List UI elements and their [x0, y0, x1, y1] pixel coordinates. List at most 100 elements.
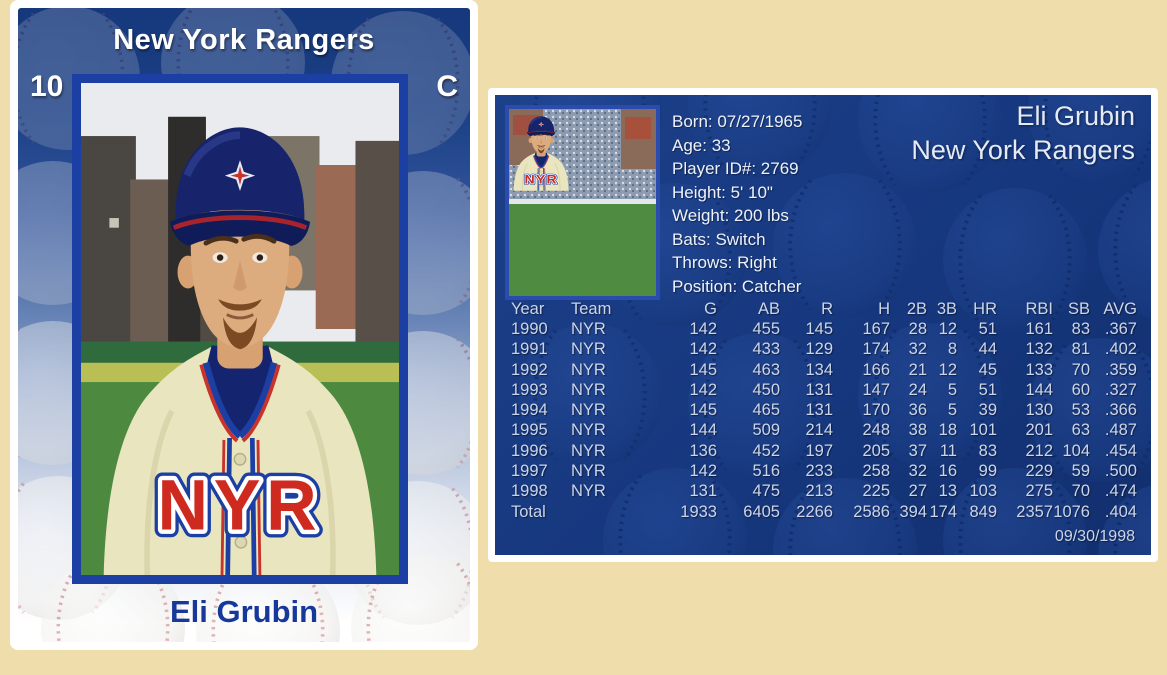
stat-cell: 28: [908, 319, 927, 338]
stat-cell: 12: [938, 319, 957, 338]
stat-cell: 131: [805, 380, 833, 399]
stat-cell: NYR: [571, 380, 606, 399]
stats-row: 1998 NYR 131 475 213 225 27 13 103 275 70 .474: [495, 482, 1151, 502]
player-thumbnail-portrait: [509, 109, 656, 296]
stat-cell: .500: [1104, 462, 1137, 481]
stat-cell: 51: [978, 319, 997, 338]
column-header: RBI: [1025, 299, 1053, 318]
stat-cell: 131: [805, 401, 833, 420]
stat-cell: 59: [1071, 462, 1090, 481]
player-thumbnail: [505, 105, 660, 300]
stats-team-name: New York Rangers: [911, 135, 1135, 165]
column-header: Team: [571, 299, 612, 318]
player-card[interactable]: New York Rangers 10 C: [10, 0, 478, 650]
bio-line: Player ID#: 2769: [672, 159, 799, 178]
stat-cell: .367: [1104, 319, 1137, 338]
bio-info: Born: 07/27/1965 Age: 33 Player ID#: 2769 H…: [672, 110, 802, 298]
stat-cell: 83: [1071, 319, 1090, 338]
stat-cell: 174: [862, 340, 890, 359]
stat-cell: 27: [908, 482, 927, 501]
stat-cell: .487: [1104, 421, 1137, 440]
bio-line: Bats: Switch: [672, 229, 766, 249]
bio-line: Weight: 200 lbs: [672, 206, 789, 225]
stats-table-header: Year Team G AB R H 2B 3B HR RBI SB AVG: [495, 299, 1151, 319]
stat-cell: 213: [805, 482, 833, 501]
stat-cell: 463: [752, 360, 780, 379]
stat-cell: 32: [908, 462, 927, 481]
stat-cell: 201: [1025, 421, 1053, 440]
stat-cell: 131: [689, 482, 717, 501]
stats-table-body: 1990 NYR 142 455 145 167 28 12 51 161 83.367 1991 NY…: [495, 319, 1151, 522]
stat-cell: 44: [978, 340, 997, 359]
stat-cell: 212: [1025, 441, 1053, 460]
stat-cell: 229: [1025, 462, 1053, 481]
stats-row: 1996 NYR 136 452 197 205 37 11 83 212 104 .454: [495, 441, 1151, 461]
stat-cell: 16: [938, 462, 957, 481]
stat-cell: 225: [862, 482, 890, 501]
stat-cell: 167: [862, 319, 890, 338]
stats-row: 1994 NYR 145 465 131 170 36 5 39 130 53 .366: [495, 400, 1151, 420]
stat-cell: 8: [947, 340, 957, 359]
stat-cell: 21: [908, 360, 927, 379]
stat-cell: .404: [1104, 502, 1137, 521]
stats-row: 1993 NYR 142 450 131 147 24 5 51 144 60 .327: [495, 380, 1151, 400]
stat-cell: 142: [689, 340, 717, 359]
player-portrait: [81, 83, 399, 575]
stat-cell: 144: [1025, 380, 1053, 399]
stat-cell: 103: [969, 482, 997, 501]
stat-cell: 849: [969, 502, 997, 521]
stats-row: 1992 NYR 145 463 134 166 21 12 45 133 70 .359: [495, 360, 1151, 380]
stat-cell: 51: [978, 380, 997, 399]
stat-cell: 145: [689, 401, 717, 420]
column-header: HR: [973, 299, 997, 318]
stat-cell: 6405: [743, 502, 780, 521]
card-team-name: New York Rangers: [113, 24, 375, 56]
stats-row: Total 1933 6405 2266 2586 394 174 849 2357 1076 .4…: [495, 502, 1151, 522]
stat-cell: 70: [1071, 360, 1090, 379]
stat-cell: 63: [1071, 421, 1090, 440]
stat-cell: 60: [1071, 380, 1090, 399]
stat-cell: 1995: [511, 421, 548, 440]
stat-cell: 1998: [511, 482, 548, 501]
stat-cell: 70: [1071, 482, 1090, 501]
stat-cell: 24: [908, 380, 927, 399]
bio-line: Born: 07/27/1965: [672, 112, 803, 131]
stat-cell: 147: [862, 380, 890, 399]
stat-cell: 11: [939, 441, 957, 460]
stat-cell: 2266: [796, 502, 833, 521]
column-header: G: [704, 299, 717, 318]
stat-cell: 5: [947, 401, 957, 420]
stat-cell: 142: [689, 380, 717, 399]
card-jersey-number: 10: [30, 70, 64, 103]
stat-cell: 1076: [1053, 502, 1090, 521]
stat-cell: 1994: [511, 401, 548, 420]
card-player-name: Eli Grubin: [169, 594, 319, 629]
stat-cell: .454: [1104, 441, 1137, 460]
stat-cell: NYR: [571, 340, 606, 359]
stat-cell: 1993: [511, 380, 548, 399]
stat-cell: NYR: [571, 401, 606, 420]
stat-cell: .366: [1104, 401, 1137, 420]
stat-cell: 433: [752, 340, 780, 359]
stat-cell: .327: [1104, 380, 1137, 399]
career-stats-table: Year Team G AB R H 2B 3B HR RBI SB AVG 1990 NYR 142 45…: [495, 299, 1151, 522]
stat-cell: 248: [862, 421, 890, 440]
stat-cell: 1990: [511, 319, 548, 338]
stat-cell: NYR: [571, 360, 606, 379]
stat-cell: NYR: [571, 441, 606, 460]
player-photo: [72, 74, 408, 584]
stat-cell: 38: [908, 421, 927, 440]
stat-cell: 142: [689, 319, 717, 338]
stats-card[interactable]: Born: 07/27/1965 Age: 33 Player ID#: 2769 H…: [488, 88, 1158, 562]
card-position-abbr: C: [436, 70, 458, 103]
stat-cell: 465: [752, 401, 780, 420]
stat-cell: 39: [978, 401, 997, 420]
column-header: SB: [1067, 299, 1090, 318]
stat-cell: 174: [929, 502, 957, 521]
stats-row: 1990 NYR 142 455 145 167 28 12 51 161 83 .367: [495, 319, 1151, 339]
stat-cell: 53: [1071, 401, 1090, 420]
stat-cell: NYR: [571, 482, 606, 501]
stat-cell: 450: [752, 380, 780, 399]
column-header: R: [821, 299, 833, 318]
